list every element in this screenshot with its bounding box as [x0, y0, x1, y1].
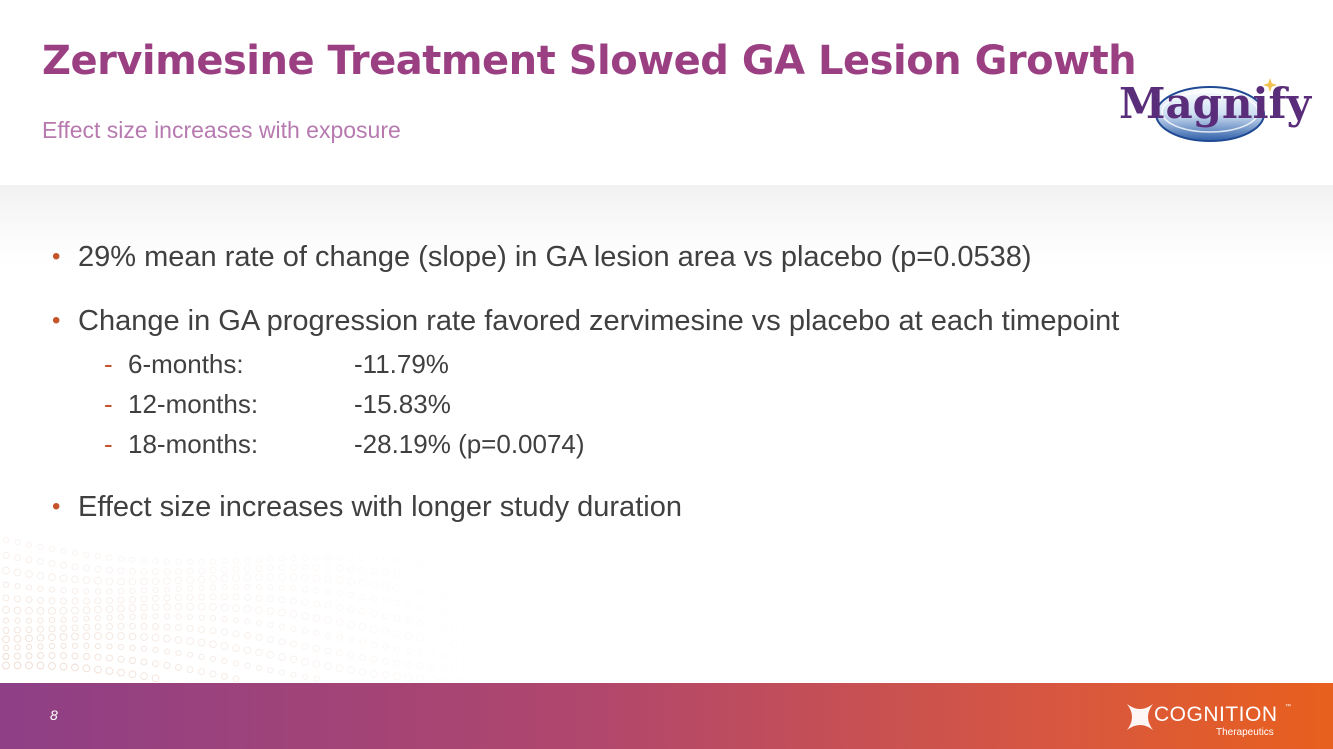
- sub-bullet-item: - 18-months: -28.19% (p=0.0074): [104, 424, 1302, 464]
- bullet-marker: •: [52, 243, 61, 270]
- bullet-item: • Effect size increases with longer stud…: [52, 486, 1302, 528]
- timepoint-value: -28.19% (p=0.0074): [354, 429, 585, 459]
- bullet-list: • 29% mean rate of change (slope) in GA …: [52, 236, 1302, 528]
- cognition-logo: COGNITION ™ Therapeutics: [1124, 697, 1296, 741]
- sub-bullet-list: - 6-months: -11.79% - 12-months: -15.83%…: [52, 344, 1302, 464]
- dash-marker: -: [104, 389, 113, 419]
- timepoint-label: 18-months:: [128, 429, 259, 459]
- sub-bullet-item: - 6-months: -11.79%: [104, 344, 1302, 384]
- bullet-text: Effect size increases with longer study …: [78, 491, 682, 523]
- page-number: 8: [50, 707, 58, 723]
- magnify-logo-text: Magnify: [1119, 79, 1313, 128]
- header-separator-band: [0, 185, 1333, 265]
- bullet-item: • Change in GA progression rate favored …: [52, 300, 1302, 342]
- timepoint-value: -15.83%: [354, 389, 451, 419]
- magnify-logo: Magnify: [1119, 78, 1313, 142]
- bullet-text: Change in GA progression rate favored ze…: [78, 305, 1120, 337]
- sub-bullet-item: - 12-months: -15.83%: [104, 384, 1302, 424]
- bullet-item: • 29% mean rate of change (slope) in GA …: [52, 236, 1302, 278]
- cognition-name: COGNITION: [1154, 703, 1278, 726]
- cognition-tagline: Therapeutics: [1216, 727, 1274, 738]
- timepoint-label: 12-months:: [128, 389, 259, 419]
- timepoint-label: 6-months:: [128, 349, 244, 379]
- bullet-text: 29% mean rate of change (slope) in GA le…: [78, 241, 1032, 273]
- dash-marker: -: [104, 429, 113, 459]
- timepoint-value: -11.79%: [354, 349, 449, 379]
- bullet-marker: •: [52, 307, 61, 334]
- cognition-trademark: ™: [1285, 704, 1291, 710]
- dash-marker: -: [104, 349, 113, 379]
- bullet-marker: •: [52, 493, 61, 520]
- footer-bar: 8 COGNITION ™ Therapeutics: [0, 683, 1333, 749]
- slide-subtitle: Effect size increases with exposure: [42, 117, 401, 143]
- cognition-x-icon: [1127, 704, 1153, 730]
- slide-title: Zervimesine Treatment Slowed GA Lesion G…: [42, 38, 1137, 84]
- decorative-dot-pattern: [2, 536, 482, 684]
